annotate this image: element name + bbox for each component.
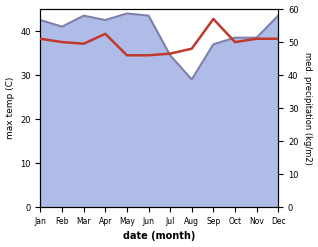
X-axis label: date (month): date (month) xyxy=(123,231,196,242)
Y-axis label: med. precipitation (kg/m2): med. precipitation (kg/m2) xyxy=(303,52,313,165)
Y-axis label: max temp (C): max temp (C) xyxy=(5,77,15,139)
